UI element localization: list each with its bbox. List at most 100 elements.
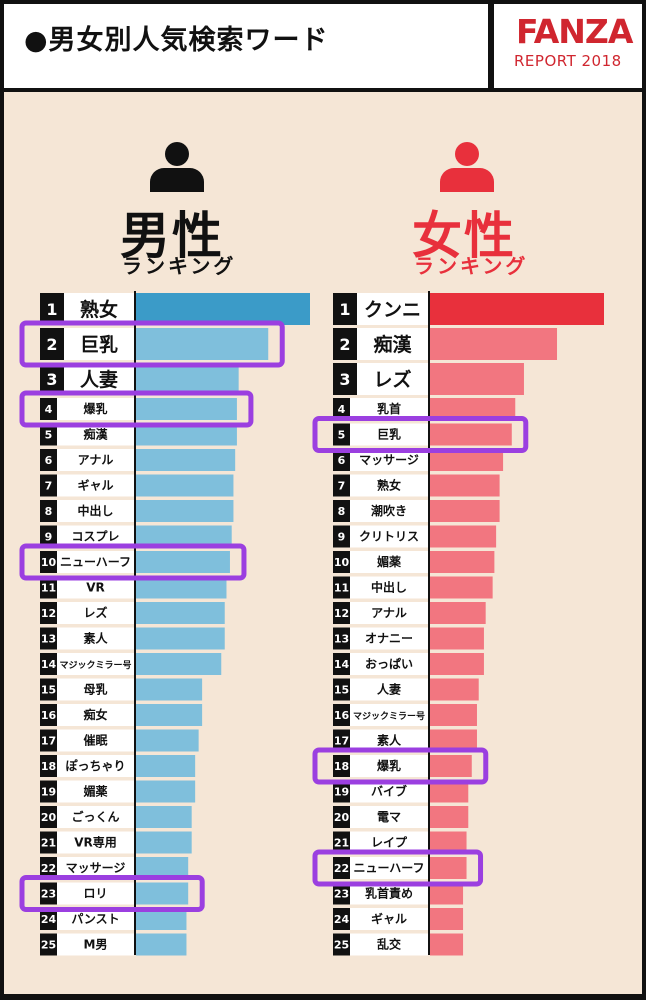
female-rank-box	[333, 678, 350, 701]
male-bar	[136, 525, 232, 548]
male-label-bg	[40, 449, 134, 471]
male-subtitle: ランキング	[122, 254, 237, 278]
male-rank-box	[40, 780, 57, 803]
female-category-label: 素人	[377, 733, 402, 748]
header-bar	[0, 0, 646, 92]
male-category-label: レズ	[83, 605, 107, 620]
male-category-label: 中出し	[77, 503, 113, 518]
female-category-label: 痴漢	[373, 333, 412, 356]
male-rank-label: 21	[41, 837, 56, 850]
female-rank-box	[333, 627, 350, 650]
male-category-label: VR専用	[74, 835, 117, 850]
male-category-label: パンスト	[71, 912, 119, 926]
male-rank-box	[40, 500, 57, 522]
male-category-label: アナル	[78, 453, 114, 467]
female-bar	[430, 576, 493, 599]
male-rank-label: 13	[41, 633, 56, 646]
male-category-label: VR	[86, 581, 105, 595]
female-rank-box	[333, 857, 350, 879]
female-rank-label: 5	[338, 429, 346, 442]
male-rank-label: 9	[45, 531, 53, 544]
female-category-label: オナニー	[365, 632, 413, 646]
male-category-label: 痴漢	[83, 427, 108, 442]
female-rank-label: 16	[334, 709, 350, 722]
female-label-bg	[333, 576, 428, 599]
female-rank-label: 3	[339, 370, 350, 389]
male-rank-label: 15	[41, 684, 56, 697]
female-rank-label: 20	[334, 811, 350, 824]
male-bar	[136, 678, 203, 701]
male-title: 男性	[120, 207, 224, 265]
female-rank-box	[333, 806, 350, 828]
female-category-label: 巨乳	[377, 427, 401, 442]
female-category-label: 電マ	[377, 810, 401, 824]
male-label-bg	[40, 653, 134, 675]
female-label-bg	[333, 398, 428, 420]
female-rank-label: 25	[334, 939, 349, 952]
female-rank-box	[333, 500, 350, 522]
male-rank-label: 23	[41, 888, 56, 901]
male-rank-label: 11	[41, 582, 56, 595]
female-rank-box	[333, 602, 350, 624]
male-label-bg	[40, 627, 134, 650]
female-rank-label: 17	[334, 735, 349, 748]
female-head-shape	[455, 142, 479, 166]
female-highlight-box	[312, 849, 484, 887]
female-category-label: アナル	[371, 606, 407, 620]
male-category-label: 巨乳	[80, 333, 118, 356]
female-bar	[430, 423, 512, 446]
female-category-label: 熟女	[377, 478, 401, 493]
header-divider	[488, 0, 494, 92]
female-label-bg	[333, 857, 428, 879]
female-label-bg	[333, 423, 428, 446]
male-rank-label: 20	[41, 811, 57, 824]
male-bar	[136, 576, 227, 599]
male-category-label: 媚薬	[83, 784, 107, 799]
male-bar	[136, 423, 237, 446]
female-rank-box	[333, 755, 350, 777]
female-title: 女性	[412, 207, 516, 265]
female-label-bg	[333, 831, 428, 854]
female-rank-label: 6	[338, 454, 346, 467]
male-highlight-box	[19, 543, 247, 581]
female-label-bg	[333, 653, 428, 675]
male-bar	[136, 363, 239, 395]
female-category-label: バイブ	[371, 784, 407, 799]
female-rank-label: 12	[334, 607, 349, 620]
female-label-bg	[333, 678, 428, 701]
male-label-bg	[40, 857, 134, 879]
male-bar	[136, 449, 236, 471]
female-category-label: レイプ	[371, 835, 408, 850]
female-label-bg	[333, 551, 428, 573]
female-rank-label: 22	[334, 862, 349, 875]
female-rank-box	[333, 908, 350, 930]
male-category-label: マッサージ	[66, 861, 126, 875]
male-category-label: 素人	[83, 631, 108, 646]
male-bar	[136, 857, 189, 879]
male-rank-box	[40, 882, 57, 905]
male-bar	[136, 908, 187, 930]
female-rank-box	[333, 551, 350, 573]
brand-logo: FANZA	[516, 12, 633, 51]
male-rank-label: 18	[41, 760, 56, 773]
female-label-bg	[333, 525, 428, 548]
female-category-label: 人妻	[377, 682, 401, 697]
male-rank-box	[40, 729, 57, 752]
female-rank-label: 19	[334, 786, 349, 799]
male-label-bg	[40, 576, 134, 599]
female-rank-box	[333, 398, 350, 420]
female-rank-box	[333, 704, 350, 726]
male-bar	[136, 627, 225, 650]
male-bar	[136, 602, 225, 624]
female-bar	[430, 525, 497, 548]
male-bar	[136, 729, 199, 752]
male-rank-box	[40, 576, 57, 599]
male-label-bg	[40, 678, 134, 701]
female-person-icon	[440, 142, 494, 192]
female-bar	[430, 857, 467, 879]
male-rank-box	[40, 602, 57, 624]
female-rank-label: 11	[334, 582, 349, 595]
male-bar	[136, 328, 269, 360]
female-bar	[430, 780, 469, 803]
